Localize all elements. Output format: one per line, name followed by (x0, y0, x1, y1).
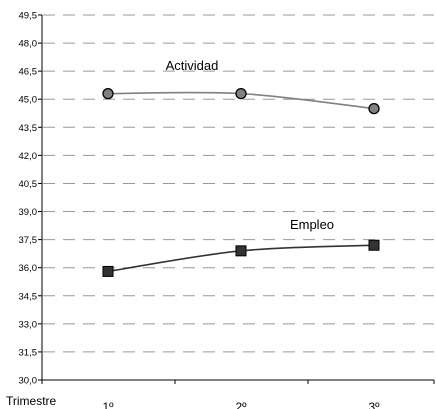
x-tick-label: 1º (102, 400, 114, 409)
data-point-empleo (102, 265, 114, 277)
y-tick-label: 43,5 (19, 123, 38, 134)
x-tick-label: 3º (368, 400, 380, 409)
series-group: Actividad Empleo (102, 58, 380, 277)
y-tick-label: 49,5 (19, 11, 38, 22)
grid-lines (43, 14, 434, 353)
y-ticks: 30,0 31,5 33,0 34,5 36,0 37,5 39,0 40,5 42,0 43,5… (19, 11, 42, 387)
y-tick-label: 31,5 (19, 347, 38, 358)
y-tick-label: 42,0 (19, 151, 38, 162)
data-point-actividad (368, 102, 380, 115)
y-tick-label: 30,0 (19, 376, 38, 387)
series-label-empleo: Empleo (290, 217, 334, 232)
data-point-actividad (102, 87, 114, 100)
y-tick-label: 40,5 (19, 179, 38, 190)
y-tick-label: 37,5 (19, 235, 38, 246)
y-tick-label: 36,0 (19, 263, 38, 274)
y-tick-label: 34,5 (19, 291, 38, 302)
y-tick-label: 33,0 (19, 319, 38, 330)
y-tick-label: 46,5 (19, 67, 38, 78)
data-point-empleo (368, 239, 380, 251)
y-tick-label: 45,0 (19, 95, 38, 106)
x-axis-title: Trimestre (6, 394, 57, 408)
data-point-actividad (235, 87, 247, 100)
series-label-actividad: Actividad (166, 58, 219, 73)
y-tick-label: 48,0 (19, 39, 38, 50)
x-tick-label: 2º (235, 400, 247, 409)
y-tick-label: 39,0 (19, 207, 38, 218)
x-ticks: 1º 2º 3º (41, 380, 435, 409)
data-point-empleo (235, 245, 247, 257)
